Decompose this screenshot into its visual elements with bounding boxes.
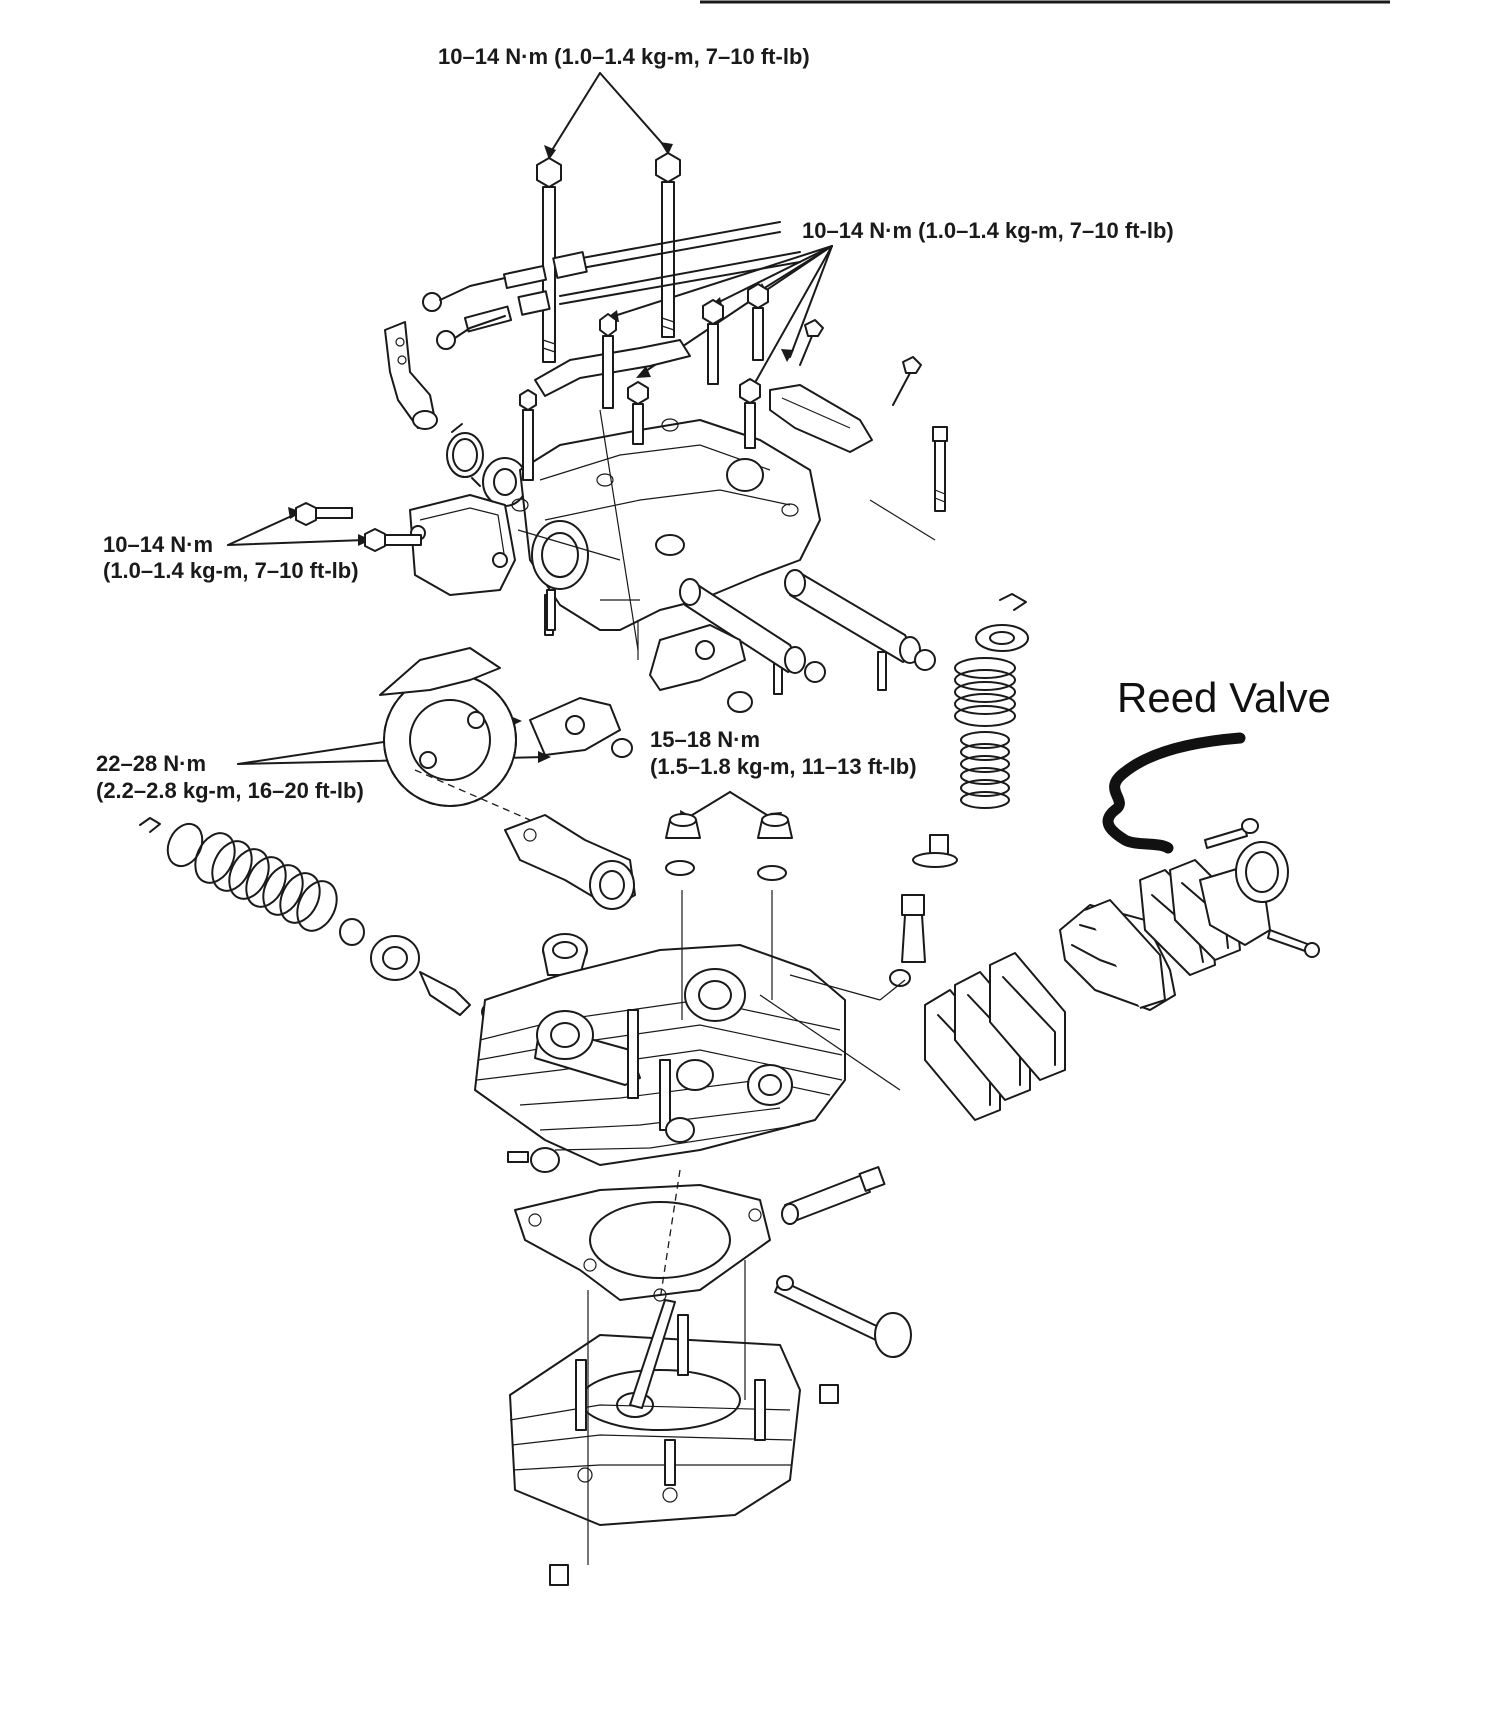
reed-valve-marker-arrow (1102, 732, 1246, 854)
torque-label-rocker-units: (1.5–1.8 kg-m, 11–13 ft-lb) (650, 754, 917, 779)
torsion-spring (446, 423, 528, 507)
spark-plug (781, 1166, 886, 1225)
head-cover-assembly (295, 152, 948, 695)
cylinder-head (474, 944, 846, 1173)
intake-boot (1199, 841, 1289, 946)
rocker-shafts (679, 569, 936, 683)
intake-bolts (1204, 818, 1320, 958)
throttle-cables (422, 221, 801, 350)
choke-arm (384, 321, 438, 430)
torque-label-upper-right-bolts: 10–14 N·m (1.0–1.4 kg-m, 7–10 ft-lb) (802, 218, 1174, 243)
cam-chain-tensioner (504, 814, 636, 910)
torque-label-rocker-value: 15–18 N·m (650, 727, 760, 752)
reed-valve-annotation: Reed Valve (1117, 674, 1331, 721)
intake-gaskets (924, 952, 1066, 1121)
exhaust-valve (774, 1275, 912, 1358)
cylinder-block (509, 1299, 839, 1586)
torque-label-sprocket-units: (2.2–2.8 kg-m, 16–20 ft-lb) (96, 778, 364, 803)
right-side-bolts (799, 319, 948, 512)
intake-flange-plates (1139, 859, 1241, 976)
torque-label-side-cover-value: 10–14 N·m (103, 532, 213, 557)
head-gasket (514, 1184, 771, 1302)
valve-spring-stack-right (889, 593, 1029, 987)
torque-label-top-bolts: 10–14 N·m (1.0–1.4 kg-m, 7–10 ft-lb) (438, 44, 810, 69)
rocker-arms (529, 624, 753, 758)
valve-spring-stack-left (139, 817, 499, 1021)
long-bolt-right (655, 152, 681, 338)
breather-plate (769, 384, 873, 453)
side-cover-bolts (295, 502, 422, 552)
torque-label-side-cover-units: (1.0–1.4 kg-m, 7–10 ft-lb) (103, 558, 359, 583)
cam-bushing (542, 933, 588, 976)
cam-sprocket (379, 647, 517, 807)
torque-label-sprocket-value: 22–28 N·m (96, 751, 206, 776)
cylinder-cap-nuts (665, 813, 793, 881)
cover-bolts (519, 283, 769, 481)
side-cover (409, 494, 516, 596)
alignment-lines (414, 409, 936, 1565)
